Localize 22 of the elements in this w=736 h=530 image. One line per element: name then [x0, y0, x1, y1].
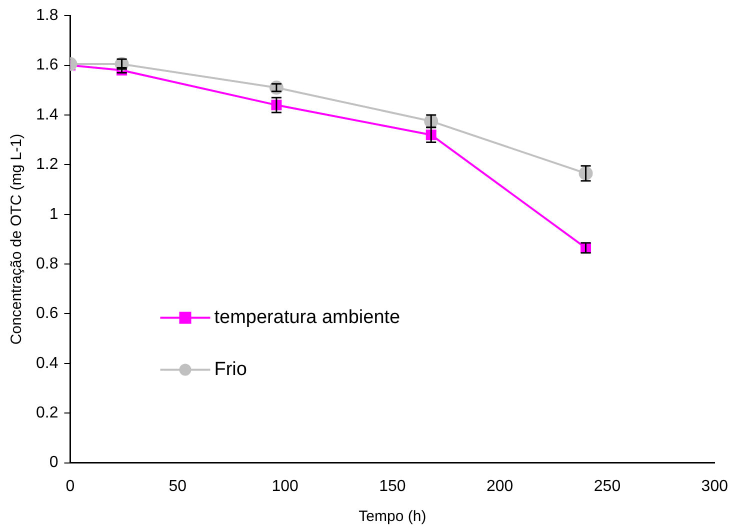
- x-tick-label: 100: [272, 478, 298, 495]
- legend-label: temperatura ambiente: [214, 307, 400, 328]
- x-tick-label: 250: [594, 478, 621, 495]
- x-tick-label: 50: [168, 478, 187, 495]
- legend-label: Frio: [214, 359, 247, 380]
- y-tick-label: 1.4: [36, 106, 58, 124]
- x-tick-label: 200: [486, 478, 514, 495]
- y-tick-label: 0: [49, 454, 58, 472]
- y-tick-label: 0.2: [36, 404, 58, 422]
- y-tick-label: 0.6: [36, 305, 58, 322]
- y-axis-title: Concentração de OTC (mg L-1): [8, 134, 26, 345]
- y-tick-label: 1.2: [36, 156, 58, 174]
- x-tick-label: 0: [66, 478, 75, 495]
- y-tick-label: 0.4: [36, 354, 58, 372]
- y-tick-label: 1.8: [36, 7, 58, 24]
- y-tick-label: 1.6: [36, 56, 58, 74]
- point: [269, 80, 284, 95]
- y-tick-label: 0.8: [36, 255, 58, 272]
- x-tick-label: 300: [701, 478, 728, 495]
- y-tick-label: 1: [49, 206, 58, 223]
- x-axis-title: Tempo (h): [358, 508, 426, 526]
- x-tick-label: 150: [379, 478, 406, 495]
